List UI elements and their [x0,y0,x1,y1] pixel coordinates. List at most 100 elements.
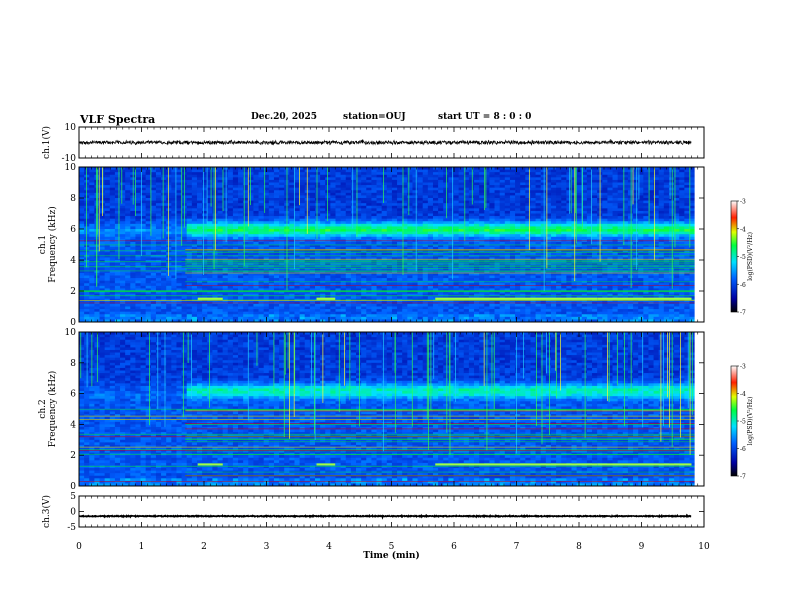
spectrogram-cell [361,177,367,181]
spectrogram-cell [273,254,280,258]
spectrogram-cell [397,252,403,256]
spectrogram-cell [171,270,177,274]
spectrogram-cell [314,179,321,183]
spectrogram-cell [412,185,418,189]
spectrogram-cell [176,182,182,186]
spectrogram-cell [238,249,244,253]
spectrogram-cell [155,309,162,313]
spectrogram-cell [243,221,249,225]
spectrogram-cell [125,192,131,196]
spectrogram-cell [120,179,126,183]
spectrogram-cell [453,231,460,235]
spectrogram-cell [171,316,177,320]
spectrogram-cell [432,187,439,191]
spectrogram-cell [273,306,280,310]
spectrogram-cell [186,192,193,196]
spectrogram-cell [463,226,470,230]
spectrogram-cell [448,241,454,245]
spectrogram-cell [366,229,372,232]
spectrogram-cell [109,306,116,310]
spectrogram-cell [335,190,342,194]
spectrogram-cell [227,192,234,196]
spectrogram-cell [294,236,300,240]
spectrogram-cell [407,311,413,315]
spectrogram-cell [335,177,342,181]
spectrogram-cell [191,182,198,186]
spectrogram-cell [114,231,121,235]
spectrogram-cell [417,254,424,258]
spectrogram-cell [325,309,331,313]
spectrogram-cell [140,241,147,245]
spectrogram-cell [273,319,280,323]
spectrogram-cell [196,285,203,289]
spectrogram-cell [448,244,454,248]
spectrogram-cell [120,218,126,222]
spectrogram-cell [120,314,126,318]
spectrogram-cell [314,314,321,318]
spectrogram-cell [366,319,372,323]
spectrogram-cell [120,309,126,313]
spectrogram-cell [381,169,388,173]
spectrogram-cell [299,316,306,320]
spectrogram-cell [145,226,152,230]
spectrogram-cell [243,182,249,186]
spectrogram-cell [294,241,300,245]
spectrogram-cell [468,221,475,225]
spectrogram-cell [294,303,300,307]
spectrogram-cell [155,278,162,282]
spectrogram-cell [422,223,429,227]
spectrogram-cell [232,200,239,204]
spectrogram-cell [217,316,224,320]
spectrogram-cell [335,314,342,318]
spectrogram-cell [166,275,172,279]
spectrogram-cell [166,283,172,287]
spectrogram-cell [258,252,265,256]
spectrogram-cell [248,192,254,196]
spectrogram-cell [99,262,106,266]
spectrogram-cell [427,216,434,220]
spectrogram-cell [340,200,347,204]
spectrogram-cell [304,319,311,323]
spectrogram-cell [135,241,141,245]
spectrogram-cell [432,192,439,196]
spectrogram-cell [273,216,280,220]
spectrogram-cell [474,231,480,235]
spectrogram-cell [468,291,475,294]
spectrogram-cell [284,291,290,294]
spectrogram-cell [443,234,449,238]
spectrogram-cell [176,252,182,256]
spectrogram-cell [258,241,265,245]
spectrogram-cell [243,200,249,204]
spectrogram-cell [166,226,172,230]
spectrogram-cell [125,177,131,181]
spectrogram-cell [314,244,321,248]
spectrogram-cell [155,172,162,176]
spectrogram-cell [417,306,424,310]
spectrogram-cell [330,236,336,240]
spectrogram-cell [325,203,331,207]
spectrogram-cell [227,218,234,222]
spectrogram-cell [397,198,403,201]
spectrogram-cell [407,291,413,294]
spectrogram-cell [171,285,177,289]
spectrogram-cell [268,291,275,294]
spectrogram-cell [232,319,239,323]
spectrogram-cell [356,314,362,318]
spectrogram-cell [309,218,316,222]
spectrogram-cell [279,272,285,276]
spectrogram-cell [130,213,136,217]
spectrogram-cell [140,314,147,318]
spectrogram-cell [309,275,316,279]
spectrogram-cell [258,195,265,199]
spectrogram-cell [161,285,167,289]
spectrogram-cell [304,296,311,300]
spectrogram-cell [207,262,213,266]
spectrogram-cell [314,236,321,240]
spectrogram-cell [458,223,465,227]
spectrogram-cell [273,249,280,253]
spectrogram-cell [145,272,152,276]
spectrogram-cell [273,213,280,217]
spectrogram-cell [314,241,321,245]
spectrogram-cell [196,200,203,204]
spectrogram-cell [191,278,198,282]
